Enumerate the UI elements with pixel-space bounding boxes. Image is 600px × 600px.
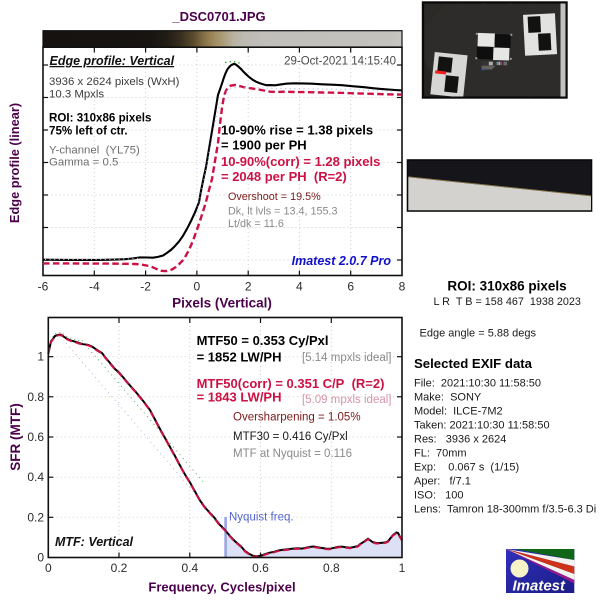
svg-text:10-90% rise = 1.38 pixels: 10-90% rise = 1.38 pixels xyxy=(221,123,373,138)
svg-text:Imatest: Imatest xyxy=(513,578,567,595)
svg-text:0.4: 0.4 xyxy=(27,470,44,484)
svg-text:Oversharpening = 1.05%: Oversharpening = 1.05% xyxy=(233,412,361,424)
svg-text:0.8: 0.8 xyxy=(323,561,340,575)
svg-text:File: 2021:10:30 11:58:50: File: 2021:10:30 11:58:50 xyxy=(414,378,541,390)
svg-text:Gamma = 0.5: Gamma = 0.5 xyxy=(49,157,118,169)
svg-text:[5.09 mpxls ideal]: [5.09 mpxls ideal] xyxy=(302,394,392,406)
svg-text:29-Oct-2021 14:15:40: 29-Oct-2021 14:15:40 xyxy=(284,55,396,67)
svg-text:1: 1 xyxy=(399,561,406,575)
svg-text:-4: -4 xyxy=(89,280,100,294)
svg-text:Taken: 2021:10:30 11:58:50: Taken: 2021:10:30 11:58:50 xyxy=(414,420,550,432)
svg-text:SFR (MTF): SFR (MTF) xyxy=(8,403,23,470)
svg-text:[5.14 mpxls ideal]: [5.14 mpxls ideal] xyxy=(302,352,392,364)
svg-text:MTF50 = 0.353 Cy/Pxl: MTF50 = 0.353 Cy/Pxl xyxy=(197,333,329,348)
svg-text:3936 x 2624 pixels (WxH): 3936 x 2624 pixels (WxH) xyxy=(49,76,180,88)
svg-text:Edge profile: Vertical: Edge profile: Vertical xyxy=(50,54,175,68)
svg-text:0: 0 xyxy=(37,551,44,565)
svg-text:10-90%(corr) = 1.28 pixels: 10-90%(corr) = 1.28 pixels xyxy=(221,154,380,169)
svg-text:= 1852 LW/PH: = 1852 LW/PH xyxy=(197,349,282,364)
svg-text:L R T B = 158 467 1938 2023: L R T B = 158 467 1938 2023 xyxy=(434,296,581,308)
svg-text:2: 2 xyxy=(245,280,252,294)
svg-text:0.6: 0.6 xyxy=(27,430,44,444)
svg-text:Lt/dk = 11.6: Lt/dk = 11.6 xyxy=(228,218,284,230)
svg-text:-2: -2 xyxy=(140,280,151,294)
svg-text:8: 8 xyxy=(399,280,406,294)
svg-text:Res: 3936 x 2624: Res: 3936 x 2624 xyxy=(414,434,506,446)
svg-text:1: 1 xyxy=(37,350,44,364)
svg-text:= 1843 LW/PH: = 1843 LW/PH xyxy=(197,389,282,404)
svg-text:0.6: 0.6 xyxy=(252,561,269,575)
svg-text:= 1900 per PH: = 1900 per PH xyxy=(221,138,307,153)
svg-text:0: 0 xyxy=(45,561,52,575)
svg-text:-6: -6 xyxy=(38,280,49,294)
svg-text:MTF50(corr) = 0.351 C/P (R=2): MTF50(corr) = 0.351 C/P (R=2) xyxy=(197,376,385,391)
svg-text:0.4: 0.4 xyxy=(181,561,198,575)
svg-text:Selected EXIF data: Selected EXIF data xyxy=(414,356,533,371)
svg-text:ISO: 100: ISO: 100 xyxy=(414,490,464,502)
svg-text:4: 4 xyxy=(296,280,303,294)
svg-text:0.2: 0.2 xyxy=(27,510,44,524)
svg-text:Model: ILCE-7M2: Model: ILCE-7M2 xyxy=(414,406,503,418)
svg-text:Edge profile (linear): Edge profile (linear) xyxy=(7,103,22,223)
svg-text:Edge angle = 5.88 degs: Edge angle = 5.88 degs xyxy=(420,328,537,340)
svg-text:MTF at Nyquist = 0.116: MTF at Nyquist = 0.116 xyxy=(233,448,352,460)
svg-text:Imatest 2.0.7 Pro: Imatest 2.0.7 Pro xyxy=(292,254,392,268)
svg-text:= 2048 per PH (R=2): = 2048 per PH (R=2) xyxy=(221,169,347,184)
svg-text:MTF30 = 0.416 Cy/Pxl: MTF30 = 0.416 Cy/Pxl xyxy=(233,431,348,443)
svg-text:0.8: 0.8 xyxy=(27,390,44,404)
svg-text:_DSC0701.JPG: _DSC0701.JPG xyxy=(171,9,265,24)
svg-text:Y-channel (YL75): Y-channel (YL75) xyxy=(49,144,140,156)
svg-text:Aper: f/7.1: Aper: f/7.1 xyxy=(414,476,471,488)
svg-text:MTF: Vertical: MTF: Vertical xyxy=(55,535,134,549)
svg-text:75% left of ctr.: 75% left of ctr. xyxy=(49,125,128,138)
svg-text:Lens: Tamron 18-300mm f/3.5-6: Lens: Tamron 18-300mm f/3.5-6.3 Di II xyxy=(414,504,600,516)
svg-text:Pixels (Vertical): Pixels (Vertical) xyxy=(172,296,272,311)
svg-text:FL: 70mm: FL: 70mm xyxy=(414,448,467,460)
svg-text:0.2: 0.2 xyxy=(111,561,128,575)
svg-text:Frequency, Cycles/pixel: Frequency, Cycles/pixel xyxy=(148,580,295,595)
svg-text:6: 6 xyxy=(347,280,354,294)
svg-text:10.3 Mpxls: 10.3 Mpxls xyxy=(49,89,104,101)
svg-text:Exp: 0.067 s (1/15): Exp: 0.067 s (1/15) xyxy=(414,462,519,474)
svg-text:0: 0 xyxy=(194,280,201,294)
svg-text:Make: SONY: Make: SONY xyxy=(414,392,482,404)
svg-text:ROI: 310x86 pixels: ROI: 310x86 pixels xyxy=(49,112,151,125)
svg-text:Overshoot = 19.5%: Overshoot = 19.5% xyxy=(228,191,321,203)
svg-text:Nyquist freq.: Nyquist freq. xyxy=(229,512,294,524)
svg-text:ROI: 310x86 pixels: ROI: 310x86 pixels xyxy=(447,279,566,294)
svg-text:Dk, lt lvls = 13.4, 155.3: Dk, lt lvls = 13.4, 155.3 xyxy=(228,206,338,218)
